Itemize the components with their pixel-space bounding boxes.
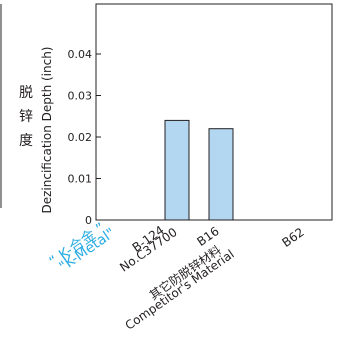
x-category-label: B62: [279, 225, 306, 250]
y-tick-label: 0.04: [68, 48, 93, 61]
x-category-label: B16: [194, 224, 221, 249]
y-tick-label: 0.01: [68, 173, 93, 186]
y-axis-label-chinese: 脱锌度: [19, 85, 33, 149]
bar: [164, 119, 190, 221]
y-axis-ticks: 0 0.01 0.02 0.03 0.04: [68, 48, 101, 227]
bar: [208, 128, 234, 221]
y-axis-label-char: 锌: [19, 109, 33, 125]
y-tick-label: 0.02: [68, 131, 93, 144]
bars: [164, 119, 234, 221]
y-tick-label: 0.03: [68, 90, 93, 103]
y-tick-label: 0: [85, 214, 92, 227]
y-axis-label-char: 脱: [19, 85, 33, 101]
y-axis-label: Dezincification Depth (inch): [40, 47, 54, 214]
y-axis-label-char: 度: [19, 133, 33, 149]
